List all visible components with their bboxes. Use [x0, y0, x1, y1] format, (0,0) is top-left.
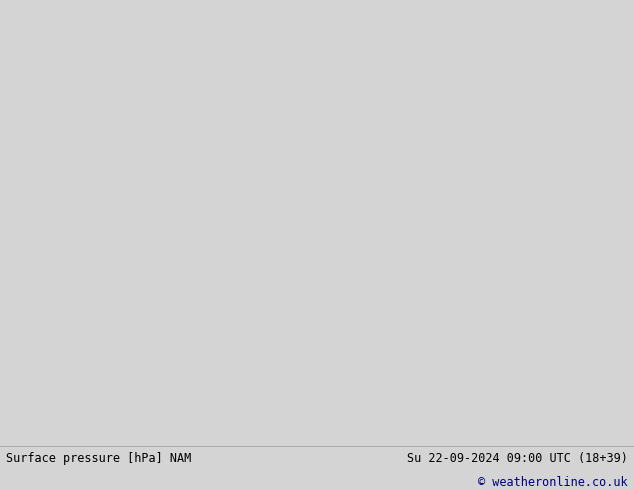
- Text: Surface pressure [hPa] NAM: Surface pressure [hPa] NAM: [6, 452, 191, 465]
- Text: © weatheronline.co.uk: © weatheronline.co.uk: [478, 476, 628, 489]
- Text: Su 22-09-2024 09:00 UTC (18+39): Su 22-09-2024 09:00 UTC (18+39): [407, 452, 628, 465]
